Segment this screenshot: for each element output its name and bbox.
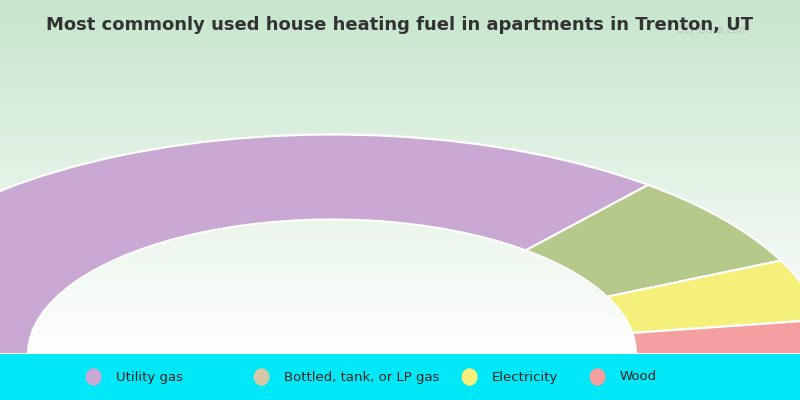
Text: City-Data.com: City-Data.com [676, 25, 750, 35]
Text: Wood: Wood [620, 370, 657, 384]
Text: Electricity: Electricity [492, 370, 558, 384]
Text: Utility gas: Utility gas [116, 370, 183, 384]
Wedge shape [0, 134, 648, 354]
Ellipse shape [86, 368, 102, 386]
Ellipse shape [254, 368, 270, 386]
Text: Most commonly used house heating fuel in apartments in Trenton, UT: Most commonly used house heating fuel in… [46, 16, 754, 34]
Ellipse shape [462, 368, 478, 386]
Wedge shape [526, 185, 781, 297]
Text: Bottled, tank, or LP gas: Bottled, tank, or LP gas [284, 370, 439, 384]
Wedge shape [607, 260, 800, 333]
Ellipse shape [590, 368, 606, 386]
Wedge shape [632, 320, 800, 354]
